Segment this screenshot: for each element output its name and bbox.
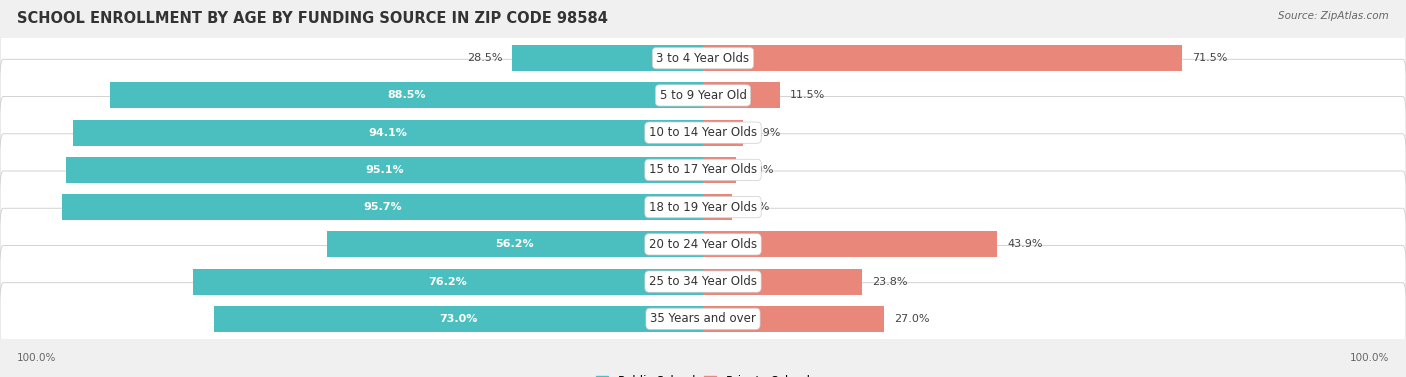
Text: 3 to 4 Year Olds: 3 to 4 Year Olds (657, 52, 749, 65)
Text: 100.0%: 100.0% (1350, 353, 1389, 363)
Bar (193, 268, 703, 294)
Text: 5.9%: 5.9% (752, 128, 780, 138)
Text: 95.1%: 95.1% (366, 165, 404, 175)
FancyBboxPatch shape (0, 59, 1406, 132)
Text: 100.0%: 100.0% (17, 353, 56, 363)
Bar (73, 120, 703, 146)
Text: 35 Years and over: 35 Years and over (650, 312, 756, 325)
Bar (326, 231, 703, 257)
Legend: Public School, Private School: Public School, Private School (596, 375, 810, 377)
Text: 43.9%: 43.9% (1007, 239, 1042, 249)
Text: 4.9%: 4.9% (745, 165, 775, 175)
Bar (703, 268, 862, 294)
FancyBboxPatch shape (0, 283, 1406, 355)
Bar (703, 231, 997, 257)
Bar (66, 157, 703, 183)
Text: 71.5%: 71.5% (1192, 53, 1227, 63)
Text: Source: ZipAtlas.com: Source: ZipAtlas.com (1278, 11, 1389, 21)
Text: 4.3%: 4.3% (742, 202, 770, 212)
Bar (703, 120, 742, 146)
Text: 11.5%: 11.5% (790, 90, 825, 100)
Bar (111, 83, 703, 109)
Text: 15 to 17 Year Olds: 15 to 17 Year Olds (650, 163, 756, 176)
Text: 28.5%: 28.5% (467, 53, 502, 63)
Bar (512, 45, 703, 71)
FancyBboxPatch shape (0, 22, 1406, 94)
Text: 25 to 34 Year Olds: 25 to 34 Year Olds (650, 275, 756, 288)
Bar (703, 194, 731, 220)
Bar (703, 45, 1181, 71)
FancyBboxPatch shape (0, 171, 1406, 243)
Text: 10 to 14 Year Olds: 10 to 14 Year Olds (650, 126, 756, 139)
Text: 23.8%: 23.8% (872, 277, 908, 287)
FancyBboxPatch shape (0, 134, 1406, 206)
Text: 73.0%: 73.0% (440, 314, 478, 324)
Text: 27.0%: 27.0% (894, 314, 929, 324)
FancyBboxPatch shape (0, 208, 1406, 280)
Bar (703, 83, 780, 109)
Text: 5 to 9 Year Old: 5 to 9 Year Old (659, 89, 747, 102)
Bar (62, 194, 703, 220)
Text: 94.1%: 94.1% (368, 128, 408, 138)
Text: SCHOOL ENROLLMENT BY AGE BY FUNDING SOURCE IN ZIP CODE 98584: SCHOOL ENROLLMENT BY AGE BY FUNDING SOUR… (17, 11, 607, 26)
Text: 88.5%: 88.5% (388, 90, 426, 100)
FancyBboxPatch shape (0, 245, 1406, 318)
Text: 20 to 24 Year Olds: 20 to 24 Year Olds (650, 238, 756, 251)
Bar (214, 306, 703, 332)
Bar (703, 157, 735, 183)
Text: 18 to 19 Year Olds: 18 to 19 Year Olds (650, 201, 756, 214)
Text: 95.7%: 95.7% (363, 202, 402, 212)
Bar (703, 306, 884, 332)
Text: 76.2%: 76.2% (429, 277, 467, 287)
Text: 56.2%: 56.2% (495, 239, 534, 249)
FancyBboxPatch shape (0, 97, 1406, 169)
